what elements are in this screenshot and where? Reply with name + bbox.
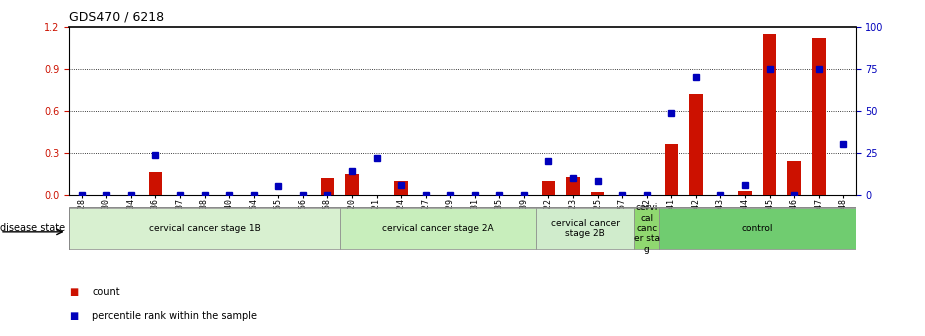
Bar [664,144,678,195]
Bar [149,172,162,195]
Text: disease state: disease state [0,223,65,234]
FancyBboxPatch shape [536,208,635,249]
Text: ■: ■ [69,287,79,297]
Bar [345,174,359,195]
Bar [542,181,555,195]
Bar [321,178,334,195]
FancyBboxPatch shape [635,208,659,249]
Text: cervical cancer stage 1B: cervical cancer stage 1B [149,224,260,233]
Text: control: control [742,224,773,233]
FancyBboxPatch shape [339,208,536,249]
Bar [812,38,825,195]
Text: ■: ■ [69,311,79,321]
Text: GDS470 / 6218: GDS470 / 6218 [69,10,165,23]
Bar [689,94,703,195]
Text: count: count [92,287,120,297]
Text: cervical cancer stage 2A: cervical cancer stage 2A [382,224,494,233]
FancyBboxPatch shape [659,208,856,249]
Text: percentile rank within the sample: percentile rank within the sample [92,311,257,321]
Bar [566,177,580,195]
Bar [787,161,801,195]
FancyBboxPatch shape [69,208,339,249]
Text: cervical cancer
stage 2B: cervical cancer stage 2B [551,219,620,238]
Bar [591,192,604,195]
Bar [738,191,752,195]
Bar [763,34,776,195]
Bar [394,181,408,195]
Text: cervi
cal
canc
er sta
g: cervi cal canc er sta g [634,203,660,254]
